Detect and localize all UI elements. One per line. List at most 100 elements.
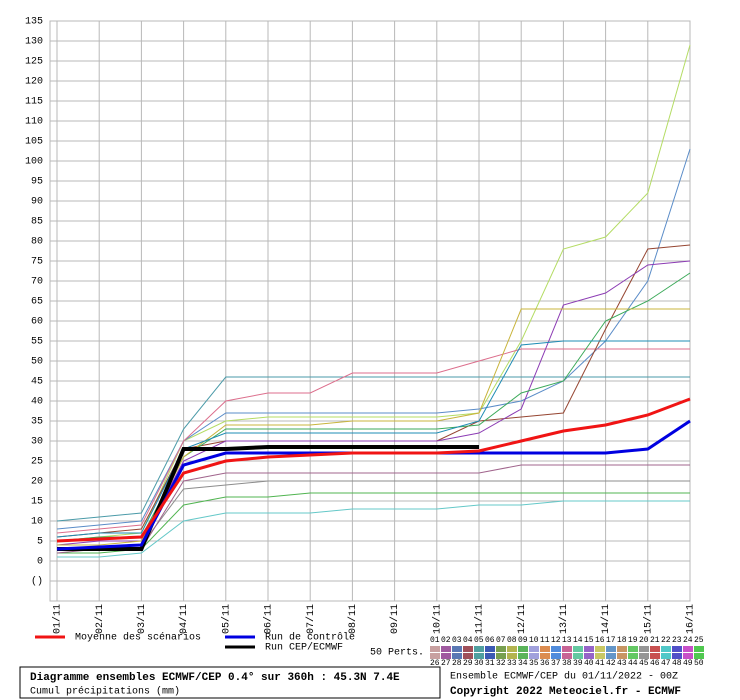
pert-swatch	[694, 653, 704, 659]
pert-swatch	[606, 653, 616, 659]
pert-number: 18	[617, 636, 627, 645]
pert-number: 11	[540, 636, 550, 645]
y-tick-label: 70	[31, 277, 43, 288]
y-tick-label: 115	[25, 97, 43, 108]
y-tick-label: 75	[31, 257, 43, 268]
pert-number: 40	[584, 659, 594, 668]
pert-number: 12	[551, 636, 561, 645]
y-tick-label: 95	[31, 177, 43, 188]
pert-number: 35	[529, 659, 539, 668]
pert-number: 45	[639, 659, 649, 668]
pert-number: 33	[507, 659, 517, 668]
pert-swatch	[595, 653, 605, 659]
pert-swatch	[584, 653, 594, 659]
series-line	[56, 340, 690, 538]
chart-subtitle: Cumul précipitations (mm)	[30, 686, 180, 698]
pert-number: 08	[507, 636, 517, 645]
pert-swatch	[661, 653, 671, 659]
pert-number: 16	[595, 636, 605, 645]
y-tick-label: 0	[37, 557, 43, 568]
pert-swatch	[474, 653, 484, 659]
pert-swatch	[606, 646, 616, 652]
pert-number: 13	[562, 636, 572, 645]
pert-number: 48	[672, 659, 682, 668]
pert-number: 47	[661, 659, 671, 668]
y-tick-label: 45	[31, 377, 43, 388]
pert-number: 41	[595, 659, 605, 668]
pert-swatch	[551, 653, 561, 659]
pert-swatch	[617, 646, 627, 652]
pert-number: 34	[518, 659, 528, 668]
pert-swatch	[584, 646, 594, 652]
y-tick-label: ()	[31, 576, 43, 588]
pert-number: 05	[474, 636, 484, 645]
x-tick-label: 05/11	[220, 604, 232, 634]
chart-title: Diagramme ensembles ECMWF/CEP 0.4° sur 3…	[30, 672, 400, 684]
pert-number: 15	[584, 636, 594, 645]
y-tick-label: 65	[31, 297, 43, 308]
y-tick-label: 20	[31, 477, 43, 488]
pert-number: 01	[430, 636, 440, 645]
pert-swatch	[573, 646, 583, 652]
pert-number: 20	[639, 636, 649, 645]
pert-swatch	[430, 646, 440, 652]
x-tick-label: 14/11	[600, 604, 612, 634]
pert-swatch	[463, 646, 473, 652]
pert-number: 46	[650, 659, 660, 668]
legend-label: Moyenne des scénarios	[75, 632, 201, 644]
y-tick-label: 15	[31, 497, 43, 508]
pert-swatch	[650, 646, 660, 652]
pert-swatch	[518, 646, 528, 652]
pert-swatch	[485, 653, 495, 659]
pert-swatch	[617, 653, 627, 659]
y-tick-label: 35	[31, 417, 43, 428]
y-tick-label: 135	[25, 17, 43, 28]
pert-swatch	[507, 653, 517, 659]
series-line	[56, 148, 691, 530]
y-tick-label: 130	[25, 37, 43, 48]
series-line	[57, 492, 690, 554]
pert-swatch	[562, 653, 572, 659]
pert-number: 09	[518, 636, 528, 645]
series-line	[56, 348, 690, 534]
y-tick-label: 5	[37, 537, 43, 548]
pert-swatch	[441, 653, 451, 659]
x-tick-label: 07/11	[305, 604, 317, 634]
pert-number: 36	[540, 659, 550, 668]
pert-swatch	[672, 646, 682, 652]
pert-swatch	[430, 653, 440, 659]
pert-swatch	[463, 653, 473, 659]
pert-number: 43	[617, 659, 627, 668]
pert-swatch	[672, 653, 682, 659]
y-tick-label: 125	[25, 57, 43, 68]
pert-swatch	[628, 646, 638, 652]
pert-number: 37	[551, 659, 561, 668]
pert-swatch	[573, 653, 583, 659]
pert-number: 21	[650, 636, 660, 645]
pert-swatch	[452, 653, 462, 659]
pert-swatch	[694, 646, 704, 652]
y-tick-label: 90	[31, 197, 43, 208]
x-tick-label: 04/11	[178, 604, 190, 634]
pert-swatch	[540, 653, 550, 659]
pert-number: 39	[573, 659, 583, 668]
pert-number: 44	[628, 659, 638, 668]
pert-swatch	[562, 646, 572, 652]
pert-swatch	[639, 653, 649, 659]
plot-area	[49, 20, 691, 602]
pert-number: 25	[694, 636, 704, 645]
pert-number: 26	[430, 659, 440, 668]
series-line	[56, 44, 691, 542]
pert-swatch	[518, 653, 528, 659]
pert-number: 31	[485, 659, 495, 668]
pert-number: 28	[452, 659, 462, 668]
y-tick-label: 40	[31, 397, 43, 408]
x-tick-label: 02/11	[94, 604, 106, 634]
x-tick-label: 10/11	[431, 604, 443, 634]
pert-swatch	[474, 646, 484, 652]
x-tick-label: 09/11	[389, 604, 401, 634]
pert-number: 30	[474, 659, 484, 668]
pert-number: 22	[661, 636, 671, 645]
x-tick-label: 11/11	[474, 604, 486, 634]
